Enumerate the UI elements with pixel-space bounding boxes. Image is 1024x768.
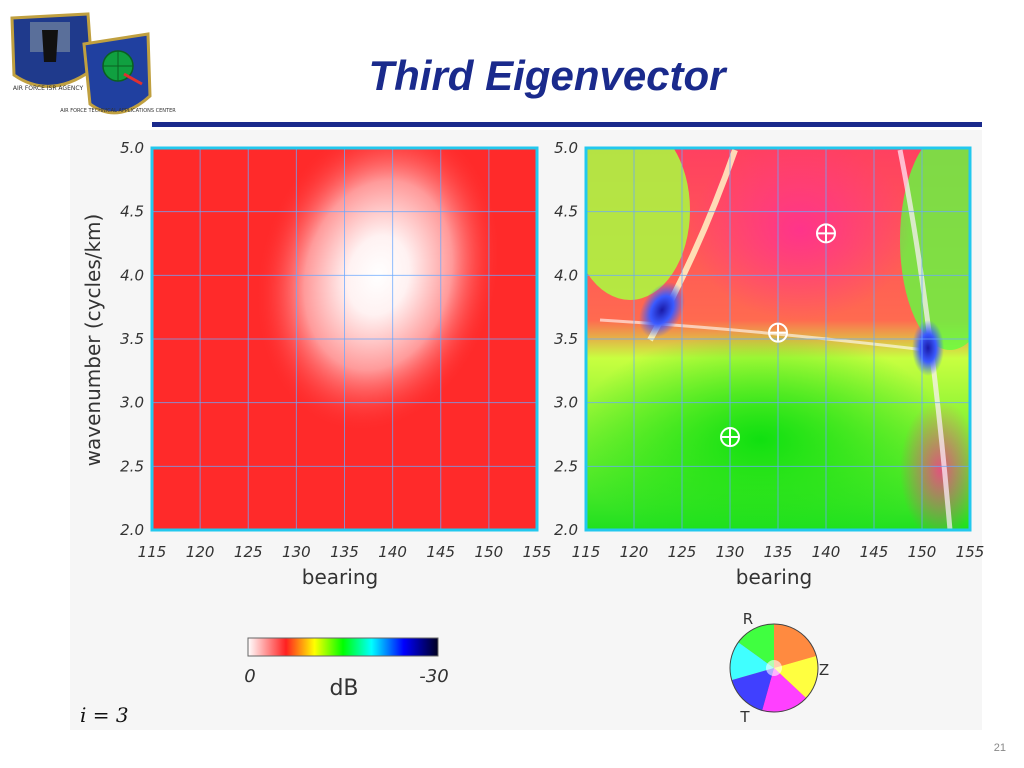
- y-tick-label: 2.0: [554, 521, 578, 539]
- polarization-x-label: bearing: [736, 565, 812, 589]
- x-tick-label: 135: [764, 543, 793, 561]
- wheel-label-z: Z: [819, 661, 829, 679]
- x-tick-label: 125: [668, 543, 697, 561]
- magnitude-grid: [152, 148, 537, 530]
- y-tick-label: 5.0: [554, 139, 578, 157]
- wheel-label-t: T: [739, 708, 750, 726]
- x-tick-label: 130: [716, 543, 745, 561]
- eigen-marker-1: [816, 223, 836, 244]
- x-tick-label: 150: [908, 543, 937, 561]
- x-tick-label: 125: [234, 543, 263, 561]
- x-tick-label: 145: [860, 543, 889, 561]
- x-tick-label: 140: [812, 543, 841, 561]
- x-tick-label: 120: [186, 543, 215, 561]
- y-tick-label: 3.0: [554, 394, 578, 412]
- eigen-index-label: i = 3: [80, 703, 129, 727]
- x-tick-label: 120: [620, 543, 649, 561]
- slide-title: Third Eigenvector: [368, 52, 726, 99]
- title-rule: [152, 122, 982, 127]
- x-tick-label: 145: [426, 543, 455, 561]
- x-tick-label: 115: [138, 543, 167, 561]
- x-tick-label: 130: [282, 543, 311, 561]
- x-tick-label: 135: [330, 543, 359, 561]
- y-tick-label: 4.0: [120, 266, 144, 284]
- wheel-label-r: R: [743, 610, 753, 628]
- y-tick-label: 2.5: [554, 457, 578, 475]
- magnitude-x-label: bearing: [302, 565, 378, 589]
- colorbar: [247, 637, 439, 657]
- colorbar-max-label: -30: [419, 666, 448, 687]
- y-tick-label: 2.5: [120, 457, 144, 475]
- eigen-marker-3: [720, 427, 740, 448]
- x-tick-label: 115: [572, 543, 601, 561]
- technical-applications-center-logo-icon: AIR FORCE TECHNICAL APPLICATIONS CENTER: [60, 32, 176, 115]
- x-tick-label: 155: [956, 543, 985, 561]
- y-tick-label: 2.0: [120, 521, 144, 539]
- x-tick-label: 140: [378, 543, 407, 561]
- x-tick-label: 150: [475, 543, 504, 561]
- x-tick-label: 155: [523, 543, 552, 561]
- y-tick-label: 4.5: [120, 203, 144, 221]
- y-axis-label: wavenumber (cycles/km): [81, 214, 105, 467]
- polarization-frame: [584, 146, 972, 532]
- y-tick-label: 3.5: [554, 330, 578, 348]
- eigen-marker-2: [768, 322, 788, 343]
- slide-number: 21: [993, 742, 1006, 754]
- colorbar-unit: dB: [329, 676, 358, 701]
- y-tick-label: 5.0: [120, 139, 144, 157]
- colorbar-min-label: 0: [244, 666, 255, 687]
- isr-agency-logo-text: AIR FORCE ISR AGENCY: [13, 85, 84, 92]
- y-tick-label: 3.5: [120, 330, 144, 348]
- y-tick-label: 4.0: [554, 266, 578, 284]
- polarization-wheel-icon: [729, 623, 819, 713]
- polarization-grid: [586, 148, 970, 530]
- isr-agency-logo-icon: AIR FORCE ISR AGENCY: [10, 12, 94, 92]
- y-tick-label: 3.0: [120, 394, 144, 412]
- magnitude-frame: [150, 146, 539, 532]
- y-tick-label: 4.5: [554, 203, 578, 221]
- tac-logo-text: AIR FORCE TECHNICAL APPLICATIONS CENTER: [60, 108, 176, 114]
